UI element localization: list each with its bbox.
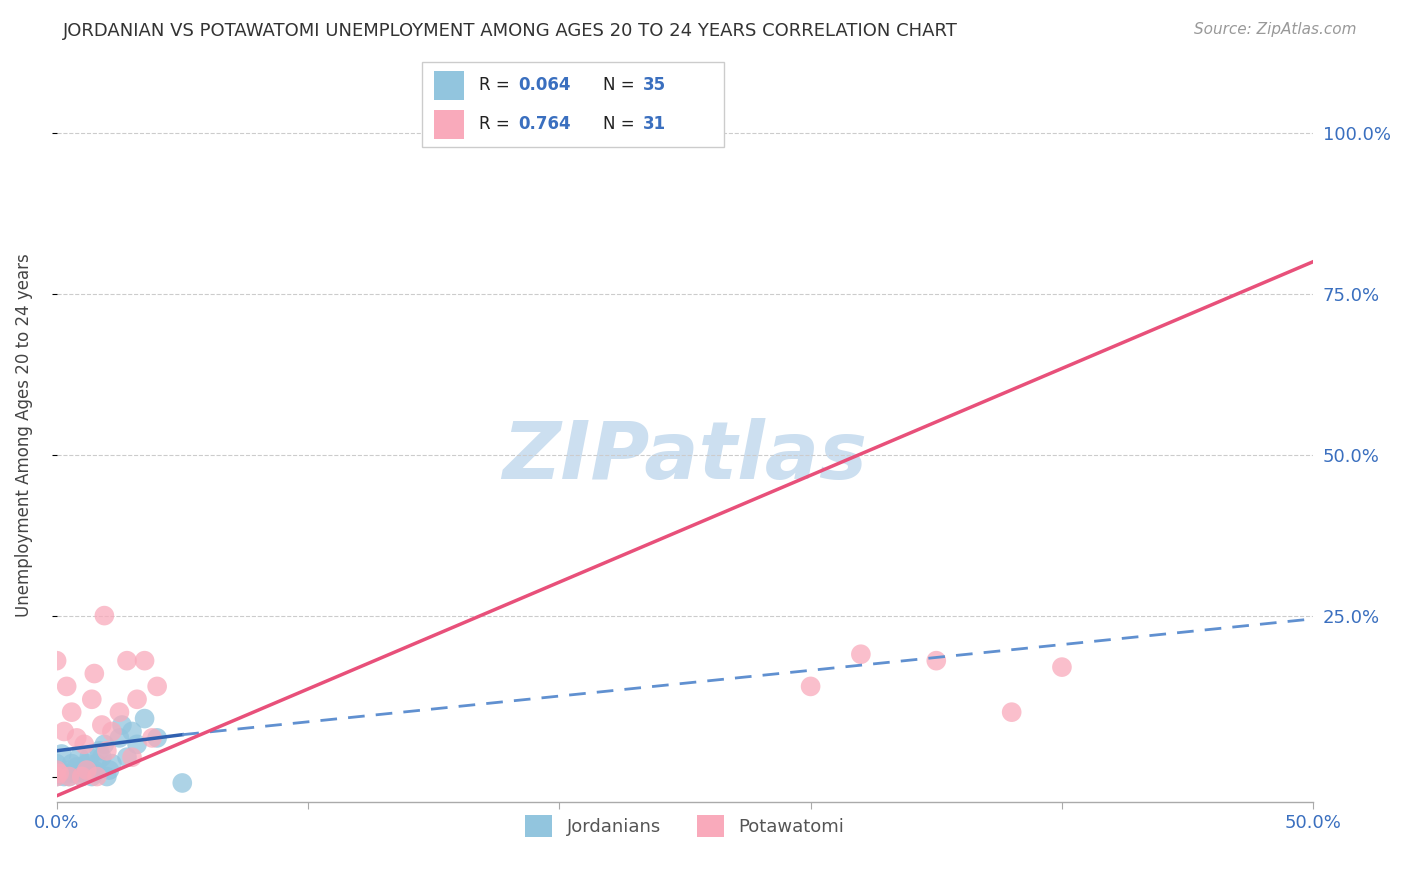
Point: [83, 766, 105, 780]
Point: [45, 763, 67, 777]
Point: [48, 766, 70, 780]
Text: 0.064: 0.064: [519, 77, 571, 95]
Text: N =: N =: [603, 77, 640, 95]
Point: [45, 770, 67, 784]
Point: [76, 763, 98, 777]
Point: [66, 731, 89, 745]
Point: [58, 770, 80, 784]
Text: ZIPatlas: ZIPatlas: [502, 418, 868, 497]
Point: [45, 654, 67, 668]
Point: [146, 680, 169, 694]
FancyBboxPatch shape: [434, 110, 464, 139]
Point: [45, 763, 67, 777]
Point: [79, 750, 101, 764]
Point: [111, 718, 134, 732]
Text: R =: R =: [479, 115, 515, 133]
Text: 31: 31: [643, 115, 665, 133]
Point: [58, 770, 80, 784]
Point: [172, 776, 194, 790]
Point: [96, 770, 118, 784]
Point: [115, 654, 138, 668]
Point: [134, 712, 156, 726]
Point: [90, 718, 112, 732]
Point: [849, 647, 872, 661]
Point: [45, 770, 67, 784]
Point: [80, 770, 103, 784]
Legend: Jordanians, Potawatomi: Jordanians, Potawatomi: [517, 808, 852, 845]
Point: [146, 731, 169, 745]
Point: [58, 763, 80, 777]
Point: [134, 654, 156, 668]
Point: [86, 756, 108, 771]
Point: [108, 705, 131, 719]
Point: [141, 731, 163, 745]
FancyBboxPatch shape: [434, 71, 464, 100]
Point: [101, 724, 124, 739]
Point: [51, 747, 73, 761]
Point: [89, 744, 111, 758]
Point: [125, 737, 148, 751]
Text: 35: 35: [643, 77, 665, 95]
Point: [108, 731, 131, 745]
Point: [63, 766, 86, 780]
Point: [73, 766, 96, 780]
Text: R =: R =: [479, 77, 515, 95]
Point: [1001, 705, 1024, 719]
FancyBboxPatch shape: [422, 62, 724, 147]
Point: [1050, 660, 1073, 674]
Point: [98, 763, 121, 777]
Point: [80, 692, 103, 706]
Text: JORDANIAN VS POTAWATOMI UNEMPLOYMENT AMONG AGES 20 TO 24 YEARS CORRELATION CHART: JORDANIAN VS POTAWATOMI UNEMPLOYMENT AMO…: [63, 22, 957, 40]
Point: [60, 756, 83, 771]
Point: [76, 756, 98, 771]
Y-axis label: Unemployment Among Ages 20 to 24 years: Unemployment Among Ages 20 to 24 years: [15, 253, 32, 617]
Point: [800, 680, 823, 694]
Point: [115, 750, 138, 764]
Point: [83, 763, 105, 777]
Point: [70, 770, 93, 784]
Point: [93, 737, 115, 751]
Point: [67, 750, 90, 764]
Text: Source: ZipAtlas.com: Source: ZipAtlas.com: [1194, 22, 1357, 37]
Point: [53, 770, 76, 784]
Point: [73, 737, 96, 751]
Point: [121, 750, 143, 764]
Point: [53, 724, 76, 739]
Point: [925, 654, 948, 668]
Point: [60, 705, 83, 719]
Point: [93, 608, 115, 623]
Point: [83, 666, 105, 681]
Point: [66, 760, 89, 774]
Point: [45, 756, 67, 771]
Point: [121, 724, 143, 739]
Text: 0.764: 0.764: [519, 115, 571, 133]
Point: [125, 692, 148, 706]
Point: [86, 770, 108, 784]
Point: [101, 756, 124, 771]
Point: [96, 744, 118, 758]
Point: [90, 750, 112, 764]
Point: [70, 770, 93, 784]
Text: N =: N =: [603, 115, 640, 133]
Point: [55, 680, 77, 694]
Point: [55, 766, 77, 780]
Point: [70, 763, 93, 777]
